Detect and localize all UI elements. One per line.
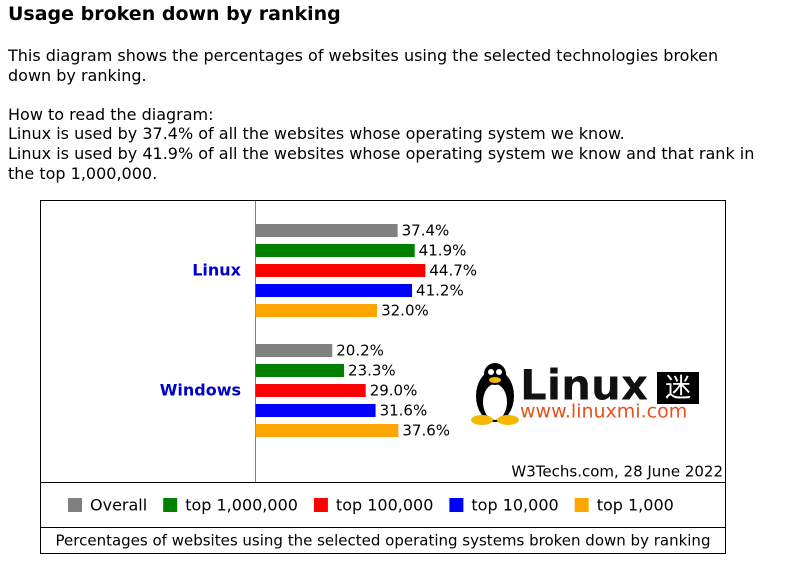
caption-box [40,527,726,554]
credit: W3Techs.com, 28 June 2022 [511,463,723,481]
value-label: 41.2% [416,282,464,300]
bar [255,224,398,237]
legend-swatch [163,498,178,512]
glyph: 迷 [665,374,691,404]
penguin-eye [488,369,494,375]
bar [255,244,415,257]
legend-swatch [68,498,82,512]
chart: W3Techs.com, 28 June 2022 Percentages of… [40,200,726,554]
howto-line: Linux is used by 37.4% of all the websit… [8,124,625,143]
bar [255,404,376,417]
penguin-beak [489,377,501,383]
penguin-belly [483,384,507,420]
value-label: 37.4% [402,222,450,240]
url: www.linuxmi.com [520,401,687,423]
value-label: 23.3% [348,362,396,380]
value-label: 29.0% [370,382,418,400]
bar [255,424,399,437]
value-label: 32.0% [381,302,429,320]
penguin-eye [496,369,502,375]
category-label: Linux [192,261,241,280]
bar [255,284,413,297]
legend-label: Overall [90,496,147,515]
glyph-box [657,372,699,404]
brand: Linux [520,361,648,410]
legend-label: top 100,000 [336,496,433,515]
value-label: 20.2% [336,342,384,360]
bar [255,384,366,397]
category-label: Windows [160,381,241,400]
value-label: 31.6% [380,402,428,420]
penguin-foot [497,415,519,425]
howto-line: How to read the diagram: [8,105,214,124]
caption: Percentages of websites using the select… [56,532,711,550]
value-label: 41.9% [419,242,467,260]
legend-swatch [313,498,328,512]
legend-label: top 1,000 [597,496,674,515]
bar [255,264,426,277]
value-label: 37.6% [402,422,450,440]
legend-label: top 10,000 [471,496,558,515]
penguin-foot [471,415,493,425]
bar [255,304,378,317]
legend-swatch [449,498,464,512]
value-label: 44.7% [429,262,477,280]
legend-swatch [574,498,589,512]
intro: This diagram shows the percentages of we… [8,46,719,85]
bar [255,364,345,377]
bar [255,344,333,357]
heading: Usage broken down by ranking [8,3,341,25]
watermark: Linux 迷 www.linuxmi.com [471,361,699,425]
howto-line: Linux is used by 41.9% of all the websit… [8,144,755,183]
legend-label: top 1,000,000 [185,496,298,515]
